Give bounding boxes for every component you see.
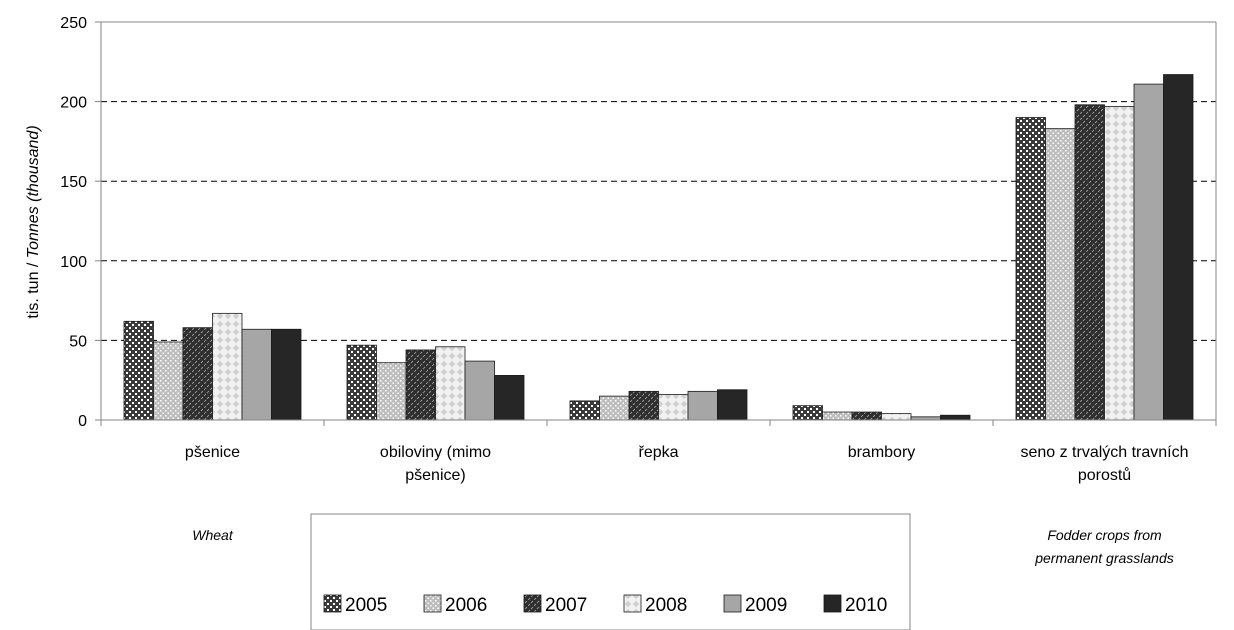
bar [435, 346, 466, 421]
y-tick-marks [95, 21, 101, 421]
legend-swatch [723, 594, 742, 613]
bar [717, 389, 748, 421]
bar [494, 375, 525, 421]
bar [153, 341, 184, 421]
bar [123, 320, 154, 421]
bar [1133, 83, 1164, 421]
legend-label: 2008 [645, 595, 687, 616]
y-tick-label: 200 [60, 95, 87, 112]
legend-swatch [423, 594, 442, 613]
bar [881, 413, 912, 421]
bar [271, 328, 302, 421]
x-tick-marks [100, 420, 1217, 426]
category-label-en: Wheat [192, 527, 234, 543]
category-label: řepka [638, 444, 678, 461]
y-tick-label: 50 [69, 333, 87, 350]
bar [376, 362, 407, 421]
legend-swatch [823, 594, 842, 613]
bar [1104, 105, 1135, 421]
bar [687, 390, 718, 421]
bar [658, 394, 689, 421]
y-axis-title: tis. tun / Tonnes (thousand) [25, 125, 42, 318]
legend-label: 2010 [845, 595, 887, 616]
bar [940, 414, 971, 421]
bar [405, 349, 436, 421]
legend-box [310, 513, 911, 630]
bar [464, 360, 495, 421]
bar [346, 344, 377, 421]
legend-label: 2009 [745, 595, 787, 616]
y-tick-label: 0 [78, 413, 87, 430]
bar [1163, 74, 1194, 421]
bar [1074, 104, 1105, 421]
bar [851, 411, 882, 421]
bar [212, 312, 243, 421]
legend-label: 2006 [445, 595, 487, 616]
bar [241, 328, 272, 421]
category-label-en: Fodder crops from permanent grasslands [1034, 527, 1174, 566]
bar [1045, 128, 1076, 421]
bar [822, 411, 853, 421]
category-label: seno z trvalých travních porostů [1020, 444, 1188, 484]
bar [569, 400, 600, 421]
bar [792, 405, 823, 421]
category-label: obiloviny (mimo pšenice) [380, 444, 491, 484]
y-tick-label: 100 [60, 254, 87, 271]
category-label: pšenice [185, 444, 240, 461]
bar [599, 395, 630, 421]
legend-swatch [623, 594, 642, 613]
legend-swatch [323, 594, 342, 613]
y-axis-title-regular: tis. tun / [25, 258, 42, 318]
bar [1015, 117, 1046, 421]
category-label: brambory [848, 444, 916, 461]
legend-label: 2007 [545, 595, 587, 616]
y-axis-title-italic: Tonnes (thousand) [25, 125, 42, 258]
bar [628, 390, 659, 421]
y-tick-label: 150 [60, 174, 87, 191]
bars [123, 74, 1194, 421]
legend-swatch [523, 594, 542, 613]
legend-label: 2005 [345, 595, 387, 616]
y-tick-labels: 0 50 100 150 200 250 [60, 15, 87, 430]
legend: 2005 2006 2007 2008 2009 2010 [310, 513, 911, 630]
bar [182, 327, 213, 421]
y-tick-label: 250 [60, 15, 87, 32]
